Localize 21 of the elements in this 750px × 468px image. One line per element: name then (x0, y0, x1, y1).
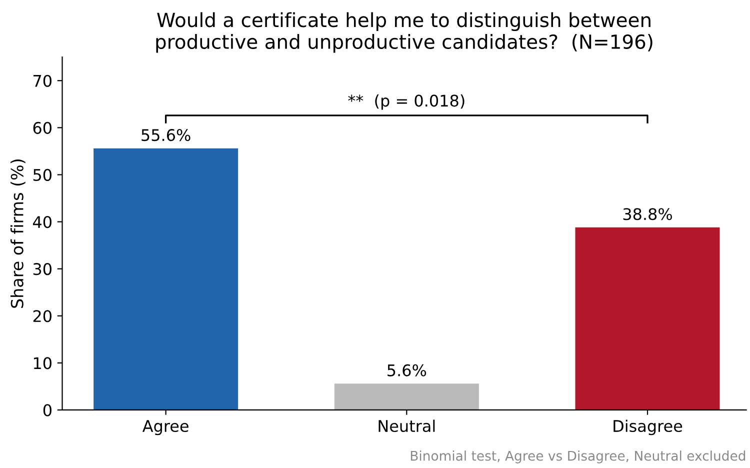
y-tick-label: 40 (32, 216, 52, 228)
bar (575, 227, 720, 410)
x-tick-label: Agree (142, 420, 188, 436)
x-tick-label: Neutral (378, 420, 435, 432)
data-label: 55.6% (142, 129, 190, 142)
annotation: ** (p = 0.018) (348, 94, 464, 110)
y-tick-label: 60 (33, 122, 52, 134)
bar (334, 384, 479, 410)
y-tick-label: 20 (33, 310, 52, 322)
y-tick-label: 70 (34, 74, 52, 87)
bar (94, 148, 238, 410)
y-tick-label: 10 (34, 357, 52, 370)
y-tick-label: 30 (33, 263, 52, 276)
text: Binomial test, Agree vs Disagree, Neutral excluded (410, 450, 746, 464)
x-tick-label: Disagree (614, 420, 682, 436)
y-tick-label: 0 (43, 404, 52, 416)
y-axis-title: Share of firms (%) (10, 160, 26, 308)
chart-title: Would a certificate help me to distinguish between productive and unproductive candidates? (N=196) (156, 12, 652, 53)
data-label: 5.6% (388, 364, 426, 376)
data-label: 38.8% (623, 208, 672, 220)
y-tick-label: 50 (33, 168, 52, 182)
